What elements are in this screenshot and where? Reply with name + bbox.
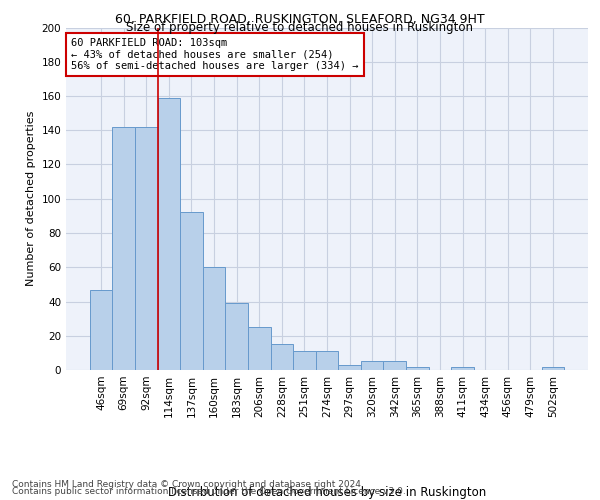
Bar [158, 98, 180, 370]
Text: Contains public sector information licensed under the Open Government Licence v3: Contains public sector information licen… [12, 487, 406, 496]
Y-axis label: Number of detached properties: Number of detached properties [26, 111, 36, 286]
Bar [542, 366, 564, 370]
Bar [338, 365, 361, 370]
X-axis label: Distribution of detached houses by size in Ruskington: Distribution of detached houses by size … [168, 486, 486, 500]
Bar [135, 127, 158, 370]
Bar [90, 290, 112, 370]
Text: 60 PARKFIELD ROAD: 103sqm
← 43% of detached houses are smaller (254)
56% of semi: 60 PARKFIELD ROAD: 103sqm ← 43% of detac… [71, 38, 359, 71]
Bar [226, 303, 248, 370]
Bar [203, 267, 226, 370]
Bar [112, 127, 135, 370]
Text: Contains HM Land Registry data © Crown copyright and database right 2024.: Contains HM Land Registry data © Crown c… [12, 480, 364, 489]
Text: Size of property relative to detached houses in Ruskington: Size of property relative to detached ho… [127, 22, 473, 35]
Bar [180, 212, 203, 370]
Bar [406, 366, 428, 370]
Bar [451, 366, 474, 370]
Bar [293, 351, 316, 370]
Bar [361, 362, 383, 370]
Bar [248, 327, 271, 370]
Bar [383, 362, 406, 370]
Text: 60, PARKFIELD ROAD, RUSKINGTON, SLEAFORD, NG34 9HT: 60, PARKFIELD ROAD, RUSKINGTON, SLEAFORD… [115, 12, 485, 26]
Bar [271, 344, 293, 370]
Bar [316, 351, 338, 370]
